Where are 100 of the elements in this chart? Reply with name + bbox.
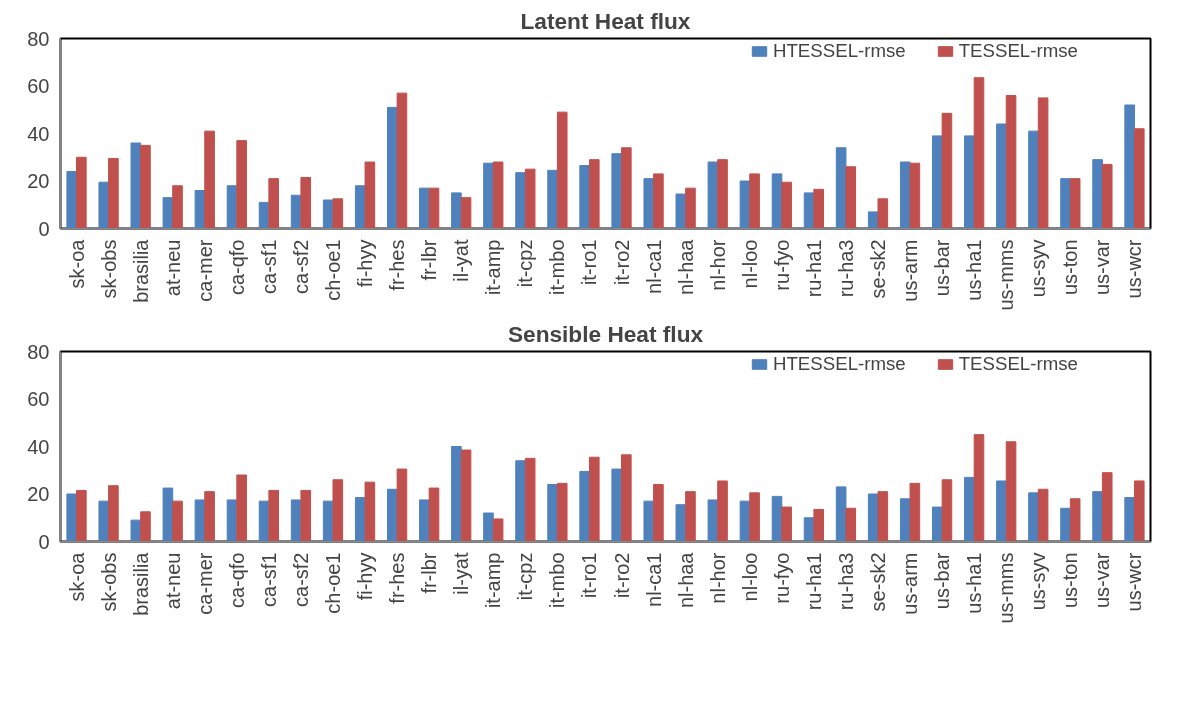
bar: [332, 198, 344, 229]
bar: [1124, 497, 1135, 542]
bar: [1124, 104, 1135, 229]
bar: [611, 153, 623, 229]
bar: [909, 482, 921, 542]
bar: [428, 487, 440, 542]
x-tick-label: fr-hes: [386, 239, 409, 291]
bar: [781, 506, 792, 542]
x-tick-label: brasilia: [129, 238, 152, 303]
bar: [396, 468, 408, 542]
bar: [547, 169, 558, 229]
y-tick-label: 60: [27, 75, 50, 97]
bar: [1069, 178, 1081, 229]
chart-title: Sensible Heat flux: [507, 320, 704, 347]
bar: [451, 192, 462, 229]
bar: [621, 454, 632, 542]
x-tick-label: sk-obs: [97, 239, 120, 299]
bar: [76, 489, 87, 542]
x-tick-label: us-syv: [1027, 239, 1050, 298]
bar: [172, 500, 183, 542]
bar: [653, 484, 664, 542]
bar: [300, 176, 312, 229]
x-tick-label: us-wcr: [1123, 239, 1146, 299]
bar: [845, 507, 857, 542]
x-tick-label: it-ro2: [610, 552, 633, 599]
x-tick-label: us-arm: [899, 552, 922, 615]
x-tick-label: nl-ca1: [642, 552, 665, 607]
y-tick-label: 80: [27, 340, 50, 363]
bar: [1005, 95, 1017, 229]
bar: [396, 92, 408, 229]
x-tick-label: ca-mer: [193, 239, 216, 302]
bar: [1060, 507, 1071, 542]
bar: [524, 168, 536, 229]
bar: [1133, 128, 1145, 229]
bar: [643, 178, 655, 229]
bar: [1101, 472, 1113, 542]
x-tick-label: ru-ha1: [802, 552, 825, 611]
bar: [140, 511, 151, 542]
x-tick-label: sk-obs: [97, 552, 120, 612]
bar: [579, 470, 590, 542]
bar: [130, 142, 142, 229]
x-tick-label: ru-ha1: [802, 239, 825, 298]
x-tick-label: se-sk2: [867, 239, 889, 299]
x-tick-label: fr-lbr: [418, 552, 441, 594]
x-tick-label: it-amp: [482, 239, 505, 296]
x-tick-label: nl-hor: [706, 552, 729, 604]
bar: [749, 492, 760, 542]
y-tick-label: 40: [27, 122, 50, 145]
bar: [451, 446, 462, 542]
bar: [653, 173, 664, 229]
legend-label: TESSEL-rmse: [958, 40, 1078, 62]
bar: [685, 187, 696, 229]
bar: [813, 508, 824, 542]
x-tick-label: us-ton: [1059, 239, 1082, 296]
x-tick-label: ca-qfo: [225, 239, 248, 296]
x-tick-label: ru-fyo: [770, 552, 793, 604]
x-tick-label: it-mbo: [546, 239, 569, 296]
x-tick-label: it-ro2: [610, 239, 633, 286]
bar: [515, 172, 526, 229]
bar: [492, 161, 504, 229]
bar: [845, 166, 857, 229]
bar: [717, 159, 728, 229]
bar: [813, 188, 824, 229]
bar: [332, 479, 344, 542]
bar: [204, 491, 215, 542]
y-tick-label: 0: [38, 530, 50, 553]
bar: [162, 197, 174, 229]
x-tick-label: us-bar: [931, 552, 954, 610]
x-tick-label: fr-lbr: [418, 239, 441, 281]
x-tick-label: fi-hyy: [354, 239, 377, 288]
x-tick-label: se-sk2: [867, 552, 889, 612]
bar: [483, 512, 494, 542]
chart-title: Latent Heat flux: [520, 7, 691, 34]
bar: [717, 480, 728, 542]
x-tick-label: ru-ha3: [834, 239, 857, 298]
y-tick-label: 20: [27, 483, 50, 505]
x-tick-label: nl-loo: [738, 552, 761, 602]
bar: [140, 144, 151, 229]
bar: [1037, 488, 1049, 542]
bar: [268, 178, 279, 229]
bar: [1092, 159, 1103, 229]
x-tick-label: us-var: [1091, 552, 1114, 609]
bar: [707, 161, 719, 229]
x-tick-label: ru-ha3: [834, 552, 857, 611]
x-tick-label: at-neu: [161, 552, 184, 610]
bar: [941, 479, 953, 542]
x-tick-label: it-ro1: [578, 552, 601, 599]
bar: [996, 480, 1007, 542]
bar: [194, 499, 206, 542]
x-tick-label: ca-sf2: [289, 552, 312, 607]
x-tick-label: ca-sf1: [257, 552, 280, 607]
y-tick-label: 40: [27, 435, 50, 458]
x-tick-label: nl-haa: [674, 238, 697, 296]
bar: [364, 481, 376, 542]
x-tick-label: us-ton: [1059, 552, 1082, 609]
bar: [707, 499, 719, 542]
x-tick-label: nl-haa: [674, 551, 697, 609]
bar: [515, 460, 526, 542]
bar: [364, 161, 376, 229]
x-tick-label: at-neu: [161, 239, 184, 297]
